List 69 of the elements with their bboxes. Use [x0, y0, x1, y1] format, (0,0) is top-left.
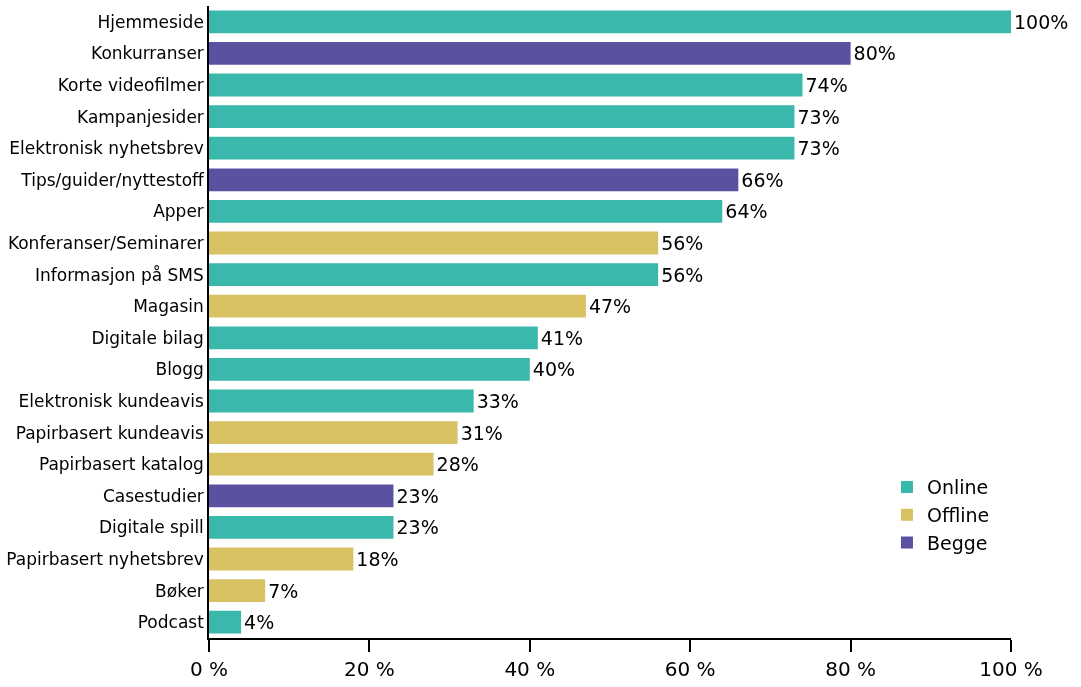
data-label: 80% [853, 42, 896, 65]
y-tick-label: Konferanser/Seminarer [7, 232, 204, 253]
data-label: 56% [661, 232, 704, 254]
data-label: 40% [532, 358, 576, 381]
bar [209, 105, 795, 128]
y-tick-label: Casestudier [102, 485, 204, 506]
y-tick-label: Tips/guider/nyttestoff [20, 169, 206, 190]
data-label: 73% [797, 137, 840, 160]
x-tick-label: 80 % [825, 656, 877, 681]
data-label: 7% [268, 579, 299, 602]
x-tick-label: 20 % [343, 656, 395, 681]
data-label: 64% [725, 200, 768, 223]
data-label: 74% [805, 74, 848, 96]
data-label: 47% [588, 295, 632, 318]
x-tick-label: 40 % [504, 656, 556, 681]
data-label: 66% [741, 168, 784, 191]
bar [209, 136, 795, 160]
x-tick-label: 100 % [979, 656, 1043, 681]
bar [209, 516, 394, 539]
y-tick-label: Hjemmeside [97, 11, 204, 32]
data-label: 41% [540, 326, 584, 349]
y-tick-label: Papirbasert nyhetsbrev [6, 548, 204, 569]
bar [209, 326, 538, 350]
data-label: 23% [396, 516, 439, 539]
data-label: 23% [396, 484, 439, 507]
y-tick-label: Apper [153, 201, 204, 222]
y-tick-label: Papirbasert kundeavis [15, 422, 204, 443]
y-tick-label: Elektronisk nyhetsbrev [9, 138, 204, 159]
bar [209, 610, 242, 634]
y-tick-label: Informasjon på SMS [34, 264, 204, 285]
y-tick-label: Kampanjesider [77, 106, 204, 127]
data-label: 31% [460, 421, 503, 444]
x-tick-label: 0 % [189, 656, 229, 681]
bar [209, 389, 474, 413]
bar [209, 294, 586, 318]
bar [209, 547, 354, 571]
legend-label: Online [926, 476, 989, 499]
data-label: 4% [244, 611, 275, 634]
y-tick-label: Blogg [155, 359, 204, 380]
bar [209, 579, 266, 602]
bar [209, 73, 803, 97]
y-tick-label: Bøker [155, 580, 204, 601]
bar [209, 42, 851, 65]
bar [209, 168, 739, 192]
y-tick-label: Korte videofilmer [57, 74, 204, 95]
y-tick-label: Podcast [137, 612, 205, 633]
legend-label: Begge [926, 531, 988, 554]
data-label: 18% [356, 548, 399, 570]
data-label: 73% [797, 105, 840, 128]
x-tick-label: 60 % [664, 656, 716, 681]
data-label: 33% [476, 390, 519, 412]
bar [209, 10, 1011, 34]
bar [209, 358, 530, 381]
y-tick-label: Digitale spill [99, 517, 204, 538]
data-label: 28% [436, 453, 479, 476]
y-tick-label: Konkurranser [91, 43, 204, 64]
y-tick-label: Digitale bilag [91, 327, 204, 348]
bar [209, 200, 723, 223]
bar [209, 452, 434, 476]
bar [209, 421, 458, 444]
bar [209, 231, 659, 255]
bar [209, 484, 394, 508]
legend-label: Offline [926, 504, 990, 527]
y-tick-label: Papirbasert katalog [38, 454, 204, 475]
y-tick-label: Magasin [133, 296, 204, 317]
data-label: 56% [661, 263, 704, 286]
data-label: 100% [1014, 10, 1069, 33]
bar [209, 263, 659, 286]
y-tick-label: Elektronisk kundeavis [18, 390, 204, 411]
